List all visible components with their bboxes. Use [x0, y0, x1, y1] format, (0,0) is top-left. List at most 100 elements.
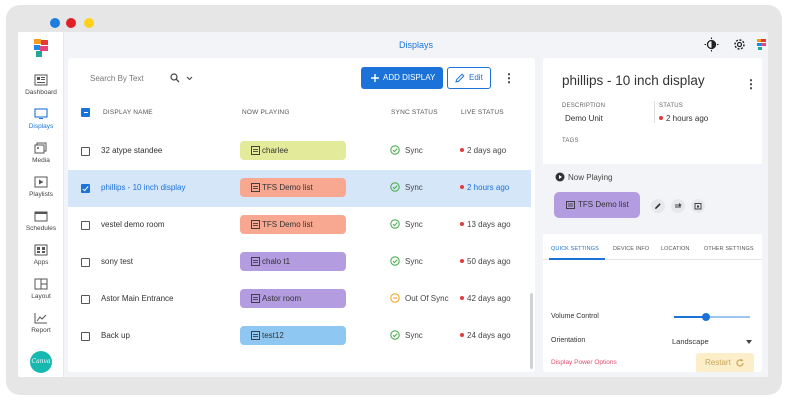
np-edit-button[interactable] [651, 199, 665, 213]
table-row[interactable]: Astor Main Entrance Astor room Out Of Sync… [68, 281, 531, 318]
volume-slider-track[interactable] [674, 316, 750, 318]
window-dot-red[interactable] [66, 18, 76, 28]
tab-quick-settings[interactable]: QUICK SETTINGS [551, 246, 599, 252]
offline-dot-icon [460, 222, 464, 226]
search-input[interactable]: Search By Text [90, 74, 144, 83]
column-now-playing[interactable]: NOW PLAYING [242, 109, 290, 116]
warning-circle-icon [390, 293, 400, 303]
pencil-icon [455, 73, 465, 83]
offline-dot-icon [460, 148, 464, 152]
row-checkbox[interactable] [81, 332, 90, 341]
table-row[interactable]: 32 atype standee charlee Sync 2 days ago [68, 133, 531, 170]
sidebar-item-label: Layout [31, 293, 51, 300]
check-circle-icon [390, 145, 400, 155]
volume-label: Volume Control [551, 313, 599, 320]
sidebar-item-label: Displays [28, 123, 54, 130]
table-row[interactable]: sony test chalo t1 Sync 50 days ago [68, 244, 531, 281]
now-playing-pill[interactable]: charlee [240, 141, 346, 160]
display-name[interactable]: Back up [101, 331, 130, 340]
column-live-status[interactable]: LIVE STATUS [461, 109, 504, 116]
window-dot-yellow[interactable] [84, 18, 94, 28]
brand-small-icon[interactable] [754, 37, 768, 52]
sidebar-item-schedules[interactable]: Schedules [18, 210, 64, 242]
description-label: DESCRIPTION [562, 103, 606, 109]
sidebar-item-media[interactable]: Media [18, 142, 64, 174]
check-circle-icon [390, 330, 400, 340]
now-playing-pill[interactable]: TFS Demo list [240, 215, 346, 234]
tab-other-settings[interactable]: OTHER SETTINGS [704, 246, 754, 252]
calendar-icon [34, 211, 48, 222]
table-header: DISPLAY NAME NOW PLAYING SYNC STATUS LIV… [68, 102, 531, 124]
live-status-text: 2 hours ago [467, 183, 510, 192]
column-display-name[interactable]: DISPLAY NAME [103, 109, 153, 116]
now-playing-text: chalo t1 [262, 257, 291, 266]
sidebar-item-report[interactable]: Report [18, 312, 64, 344]
display-power-options-link[interactable]: Display Power Options [551, 359, 617, 366]
theme-toggle-icon[interactable] [704, 37, 719, 52]
sidebar-item-playlists[interactable]: Playlists [18, 176, 64, 208]
list-more-icon[interactable]: ⋮ [503, 71, 515, 85]
now-playing-pill[interactable]: TFS Demo list [554, 192, 640, 218]
status-label: STATUS [659, 103, 683, 109]
avatar[interactable]: Canva [30, 351, 52, 373]
live-status-text: 50 days ago [467, 257, 511, 266]
gear-icon[interactable] [732, 37, 747, 52]
details-more-icon[interactable]: ⋮ [745, 77, 757, 91]
sync-status-text: Sync [405, 146, 423, 155]
now-playing-pill[interactable]: test12 [240, 326, 346, 345]
np-schedule-button[interactable] [691, 199, 705, 213]
plus-icon [371, 74, 379, 82]
column-sync-status[interactable]: SYNC STATUS [391, 109, 438, 116]
row-checkbox[interactable] [81, 258, 90, 267]
brand-logo-icon [34, 39, 48, 57]
display-name[interactable]: phillips - 10 inch display [101, 183, 186, 192]
add-display-button[interactable]: ADD DISPLAY [361, 67, 443, 89]
search-icon[interactable] [170, 73, 180, 83]
row-checkbox[interactable] [81, 295, 90, 304]
sidebar-item-label: Playlists [29, 191, 53, 198]
volume-slider-thumb[interactable] [701, 313, 710, 321]
sidebar-item-apps[interactable]: Apps [18, 244, 64, 276]
playlist-pill-icon [251, 331, 260, 340]
restart-button[interactable]: Restart [696, 353, 754, 372]
edit-button[interactable]: Edit [447, 67, 491, 89]
display-name[interactable]: vestel demo room [101, 220, 165, 229]
tab-location[interactable]: LOCATION [661, 246, 690, 252]
sync-status-text: Sync [405, 183, 423, 192]
row-checkbox[interactable] [81, 147, 90, 156]
now-playing-pill[interactable]: TFS Demo list [240, 178, 346, 197]
now-playing-pill[interactable]: chalo t1 [240, 252, 346, 271]
window-dot-blue[interactable] [50, 18, 60, 28]
row-checkbox[interactable] [81, 221, 90, 230]
app-window: Dashboard Displays Media Playlists Sched… [18, 32, 768, 377]
display-name[interactable]: sony test [101, 257, 134, 266]
display-name[interactable]: 32 atype standee [101, 146, 163, 155]
now-playing-label: Now Playing [568, 173, 613, 182]
sidebar-item-layout[interactable]: Layout [18, 278, 64, 310]
scrollbar[interactable] [530, 293, 533, 369]
table-row[interactable]: phillips - 10 inch display TFS Demo list S… [68, 170, 531, 207]
sync-status-text: Sync [405, 257, 423, 266]
row-checkbox[interactable] [81, 184, 90, 193]
orientation-select[interactable]: Landscape [672, 337, 709, 346]
sidebar-item-displays[interactable]: Displays [18, 108, 64, 140]
display-details-panel: phillips - 10 inch display ⋮ DESCRIPTION… [543, 58, 762, 372]
table-row[interactable]: Back up test12 Sync 24 days ago [68, 318, 531, 355]
status-value: 2 hours ago [666, 114, 709, 123]
np-swap-button[interactable] [671, 199, 685, 213]
live-status-text: 24 days ago [467, 331, 511, 340]
select-all-checkbox[interactable] [81, 108, 90, 117]
now-playing-pill[interactable]: Astor room [240, 289, 346, 308]
caret-down-icon[interactable] [746, 340, 752, 344]
now-playing-text: TFS Demo list [262, 183, 313, 192]
volume-slider-fill [674, 316, 706, 318]
tab-device-info[interactable]: DEVICE INFO [613, 246, 650, 252]
live-status-text: 42 days ago [467, 294, 511, 303]
live-status-text: 2 days ago [467, 146, 507, 155]
now-playing-text: TFS Demo list [262, 220, 313, 229]
chevron-down-icon[interactable] [186, 76, 193, 81]
search-box[interactable]: Search By Text [86, 69, 201, 89]
sidebar-item-dashboard[interactable]: Dashboard [18, 74, 64, 106]
display-name[interactable]: Astor Main Entrance [101, 294, 174, 303]
table-row[interactable]: vestel demo room TFS Demo list Sync 13 days… [68, 207, 531, 244]
